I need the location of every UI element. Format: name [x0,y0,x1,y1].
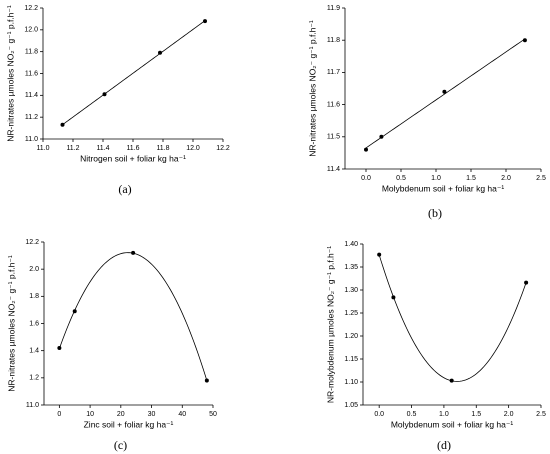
fit-curve [62,20,206,126]
x-tick-label: 12.2 [216,145,230,152]
fit-curve [58,252,208,381]
data-point [60,122,65,127]
x-tick-label: 11.0 [36,145,49,152]
caption: (b) [428,206,442,220]
data-point [57,345,62,350]
data-point [72,309,77,314]
y-tick-label: 11.4 [25,92,38,99]
x-axis-title: Nitrogen soil + foliar kg ha⁻¹ [80,153,186,163]
data-point [203,19,207,24]
y-tick-label: 1.40 [344,241,358,248]
y-tick-label: 1.6 [29,320,39,327]
x-axis-title: Molybdenum soil + foliar kg ha⁻¹ [382,183,505,193]
x-tick-label: 1.5 [471,411,481,418]
x-tick-label: 12.0 [186,145,200,152]
y-tick-label: 2.0 [29,266,39,273]
x-axis-title: Zinc soil + foliar kg ha⁻¹ [84,419,174,429]
x-tick-label: 1.5 [466,175,476,182]
data-point [391,295,396,300]
y-tick-label: 11.4 [327,166,340,173]
y-tick-label: 11.2 [25,114,38,121]
data-point [449,378,454,383]
x-tick-label: 11.6 [126,145,139,152]
y-tick-label: 11.0 [26,402,39,409]
x-tick-label: 11.2 [66,145,79,152]
data-point [364,147,368,152]
x-axis-title: Molybdenum soil + foliar kg ha⁻¹ [391,419,514,429]
y-tick-label: 1.10 [344,379,358,386]
y-tick-label: 1.30 [344,287,358,294]
data-point [158,50,162,55]
x-tick-label: 2.5 [536,175,546,182]
data-point [522,38,527,43]
y-axis-title: NR-nitrates µmoles NO₂⁻ g⁻¹ p.f.h⁻¹ [6,255,16,392]
data-point [377,252,382,257]
fit-curve [365,38,526,149]
y-tick-label: 1.20 [344,333,358,340]
y-tick-label: 1.05 [344,402,358,409]
y-axis-title: NR-molybdenum µmoles NO₂⁻ g⁻¹ p.f.h⁻¹ [325,246,335,403]
x-tick-label: 0 [57,411,61,418]
fit-curve [378,254,527,382]
caption: (d) [437,438,451,452]
x-tick-label: 50 [209,411,217,418]
x-tick-label: 11.4 [96,145,109,152]
x-tick-label: 2.0 [501,175,511,182]
x-tick-label: 0.0 [361,175,371,182]
x-tick-label: 10 [86,411,94,418]
y-tick-label: 1.4 [29,348,39,355]
y-tick-label: 1.35 [344,264,358,271]
x-tick-label: 0.5 [396,175,406,182]
y-tick-label: 11.6 [327,101,340,108]
y-tick-label: 12.0 [24,27,38,34]
y-axis-title: NR-nitrates µmoles NO₂⁻ g⁻¹ p.f.h⁻¹ [307,20,317,157]
y-tick-label: 11.0 [25,136,38,143]
data-point [524,280,529,285]
caption: (c) [114,438,127,452]
x-tick-label: 1.0 [439,411,449,418]
data-point [379,134,384,139]
y-tick-label: 12.2 [24,5,38,12]
y-tick-label: 11.9 [327,5,340,12]
x-tick-label: 30 [148,411,156,418]
data-point [102,92,107,97]
x-tick-label: 20 [117,411,125,418]
x-tick-label: 11.8 [156,145,169,152]
y-tick-label: 11.8 [25,49,38,56]
y-tick-label: 1.8 [29,293,39,300]
y-tick-label: 12.2 [25,239,39,246]
x-tick-label: 2.5 [536,411,546,418]
x-tick-label: 2.0 [504,411,514,418]
x-tick-label: 0.0 [374,411,384,418]
y-tick-label: 1.15 [344,356,358,363]
y-axis-title: NR-nitrates µmoles NO₂⁻ g⁻¹ p.f.h⁻¹ [5,5,15,142]
y-tick-label: 1.2 [29,375,39,382]
caption: (a) [118,182,131,196]
y-tick-label: 1.25 [344,310,358,317]
data-point [204,378,209,383]
y-tick-label: 11.7 [327,69,340,76]
x-tick-label: 1.0 [431,175,441,182]
data-point [442,89,447,94]
data-point [131,250,136,255]
y-tick-label: 11.8 [327,37,340,44]
x-tick-label: 40 [178,411,186,418]
y-tick-label: 11.5 [327,134,340,141]
y-tick-label: 11.6 [25,70,38,77]
x-tick-label: 0.5 [407,411,417,418]
